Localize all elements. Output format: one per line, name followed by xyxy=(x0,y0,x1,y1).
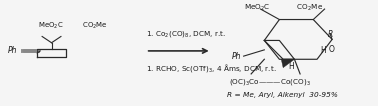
Text: MeO$_2$C         CO$_2$Me: MeO$_2$C CO$_2$Me xyxy=(37,21,107,31)
Text: O: O xyxy=(328,45,334,54)
Text: Ph: Ph xyxy=(232,52,242,61)
Text: (OC)$_3$Co———Co(CO)$_3$: (OC)$_3$Co———Co(CO)$_3$ xyxy=(229,77,310,87)
Text: R = Me, Aryl, Alkenyl  30-95%: R = Me, Aryl, Alkenyl 30-95% xyxy=(227,92,338,98)
Polygon shape xyxy=(281,59,294,68)
Text: R: R xyxy=(328,30,333,39)
Text: MeO$_2$C            CO$_2$Me: MeO$_2$C CO$_2$Me xyxy=(243,3,323,13)
Text: 1. RCHO, Sc(OTf)$_3$, 4 Åms, DCM, r.t.: 1. RCHO, Sc(OTf)$_3$, 4 Åms, DCM, r.t. xyxy=(146,62,276,74)
Text: H: H xyxy=(288,62,294,71)
Text: Ph: Ph xyxy=(8,46,18,55)
Text: H: H xyxy=(320,46,325,55)
Text: 1. Co$_2$(CO)$_8$, DCM, r.t.: 1. Co$_2$(CO)$_8$, DCM, r.t. xyxy=(146,29,226,39)
